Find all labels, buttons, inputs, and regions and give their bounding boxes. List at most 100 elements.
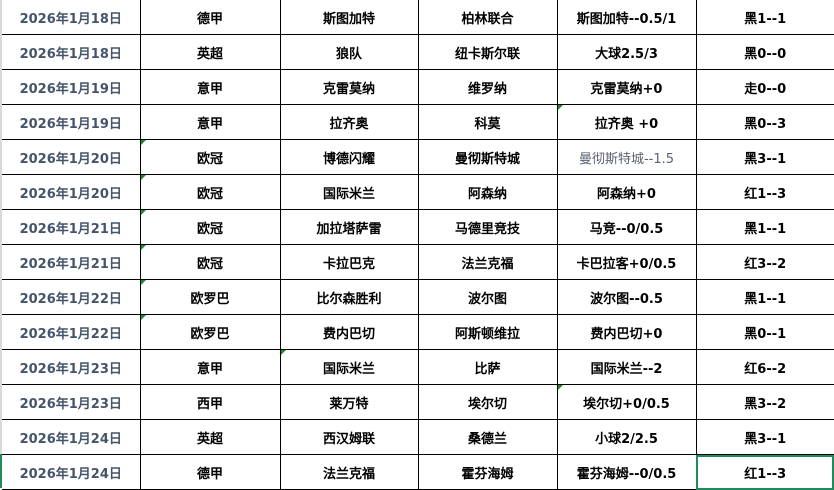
handicap-text: 波尔图--0.5: [590, 291, 663, 307]
cell-away[interactable]: 埃尔切: [417, 384, 558, 420]
cell-home[interactable]: 卡拉巴克: [279, 244, 419, 280]
cell-handicap[interactable]: 马竞--0/0.5: [556, 209, 697, 245]
cell-handicap[interactable]: 拉齐奥 +0: [556, 104, 697, 140]
cell-league[interactable]: 德甲: [139, 454, 281, 490]
cell-handicap[interactable]: 波尔图--0.5: [556, 279, 697, 315]
cell-home[interactable]: 莱万特: [279, 384, 419, 420]
cell-handicap[interactable]: 国际米兰--2: [556, 349, 697, 385]
cell-home[interactable]: 克雷莫纳: [279, 69, 419, 105]
handicap-text: 国际米兰--2: [590, 361, 663, 377]
cell-result[interactable]: 黑0--3: [695, 104, 834, 140]
table-row: 2026年1月22日 欧罗巴 费内巴切 阿斯顿维拉 费内巴切+0 黑0--1: [2, 314, 834, 350]
cell-league[interactable]: 德甲: [139, 0, 281, 35]
cell-away[interactable]: 桑德兰: [417, 419, 558, 455]
result-text: 红1--3: [744, 466, 787, 482]
cell-handicap[interactable]: 曼彻斯特城--1.5: [556, 139, 697, 175]
result-text: 黑0--1: [744, 326, 787, 342]
cell-away[interactable]: 柏林联合: [417, 0, 558, 35]
cell-home[interactable]: 狼队: [279, 34, 419, 70]
home-text: 比尔森胜利: [316, 291, 382, 307]
cell-league[interactable]: 意甲: [139, 104, 281, 140]
cell-date[interactable]: 2026年1月19日: [2, 104, 141, 140]
cell-result[interactable]: 走0--0: [695, 69, 834, 105]
cell-handicap[interactable]: 埃尔切+0/0.5: [556, 384, 697, 420]
cell-date[interactable]: 2026年1月21日: [2, 209, 141, 245]
cell-result[interactable]: 黑1--1: [695, 279, 834, 315]
cell-league[interactable]: 意甲: [139, 349, 281, 385]
cell-result[interactable]: 黑0--0: [695, 34, 834, 70]
cell-handicap[interactable]: 斯图加特--0.5/1: [556, 0, 697, 35]
cell-home[interactable]: 法兰克福: [279, 454, 419, 490]
league-text: 英超: [196, 431, 223, 447]
cell-date[interactable]: 2026年1月18日: [2, 34, 141, 70]
cell-league[interactable]: 欧冠: [139, 244, 281, 280]
cell-result[interactable]: 红1--3: [695, 454, 834, 490]
cell-away[interactable]: 霍芬海姆: [417, 454, 558, 490]
cell-date[interactable]: 2026年1月23日: [2, 349, 141, 385]
cell-league[interactable]: 欧冠: [139, 209, 281, 245]
cell-date[interactable]: 2026年1月20日: [2, 139, 141, 175]
cell-date[interactable]: 2026年1月21日: [2, 244, 141, 280]
cell-result[interactable]: 红1--3: [695, 174, 834, 210]
cell-league[interactable]: 英超: [139, 34, 281, 70]
cell-date[interactable]: 2026年1月20日: [2, 174, 141, 210]
table-row: 2026年1月20日 欧冠 博德闪耀 曼彻斯特城 曼彻斯特城--1.5 黑3--1: [2, 139, 834, 175]
cell-away[interactable]: 马德里竞技: [417, 209, 558, 245]
date-text: 2026年1月23日: [19, 361, 122, 377]
cell-away[interactable]: 波尔图: [417, 279, 558, 315]
cell-home[interactable]: 加拉塔萨雷: [279, 209, 419, 245]
cell-away[interactable]: 阿斯顿维拉: [417, 314, 558, 350]
cell-date[interactable]: 2026年1月19日: [2, 69, 141, 105]
cell-league[interactable]: 欧冠: [139, 139, 281, 175]
cell-result[interactable]: 黑3--2: [695, 384, 834, 420]
away-text: 法兰克福: [461, 256, 514, 272]
cell-date[interactable]: 2026年1月18日: [2, 0, 141, 35]
cell-date[interactable]: 2026年1月22日: [2, 314, 141, 350]
cell-result[interactable]: 黑3--1: [695, 419, 834, 455]
cell-handicap[interactable]: 小球2/2.5: [556, 419, 697, 455]
cell-result[interactable]: 黑1--1: [695, 209, 834, 245]
cell-home[interactable]: 国际米兰: [279, 349, 419, 385]
cell-away[interactable]: 法兰克福: [417, 244, 558, 280]
table-row: 2026年1月24日 德甲 法兰克福 霍芬海姆 霍芬海姆--0/0.5 红1--3: [2, 454, 834, 490]
cell-away[interactable]: 纽卡斯尔联: [417, 34, 558, 70]
cell-date[interactable]: 2026年1月22日: [2, 279, 141, 315]
cell-league[interactable]: 欧罗巴: [139, 279, 281, 315]
table-row: 2026年1月23日 意甲 国际米兰 比萨 国际米兰--2 红6--2: [2, 349, 834, 385]
cell-handicap[interactable]: 克雷莫纳+0: [556, 69, 697, 105]
result-text: 黑1--1: [744, 221, 787, 237]
cell-away[interactable]: 曼彻斯特城: [417, 139, 558, 175]
cell-home[interactable]: 拉齐奥: [279, 104, 419, 140]
cell-date[interactable]: 2026年1月24日: [2, 419, 141, 455]
league-text: 欧罗巴: [190, 291, 230, 307]
cell-league[interactable]: 欧冠: [139, 174, 281, 210]
cell-date[interactable]: 2026年1月24日: [2, 454, 141, 490]
cell-result[interactable]: 黑1--1: [695, 0, 834, 35]
cell-result[interactable]: 黑0--1: [695, 314, 834, 350]
cell-home[interactable]: 国际米兰: [279, 174, 419, 210]
cell-home[interactable]: 博德闪耀: [279, 139, 419, 175]
cell-home[interactable]: 费内巴切: [279, 314, 419, 350]
cell-away[interactable]: 比萨: [417, 349, 558, 385]
cell-result[interactable]: 红3--2: [695, 244, 834, 280]
cell-away[interactable]: 维罗纳: [417, 69, 558, 105]
cell-league[interactable]: 西甲: [139, 384, 281, 420]
cell-away[interactable]: 阿森纳: [417, 174, 558, 210]
cell-league[interactable]: 意甲: [139, 69, 281, 105]
cell-home[interactable]: 斯图加特: [279, 0, 419, 35]
cell-handicap[interactable]: 霍芬海姆--0/0.5: [556, 454, 697, 490]
cell-home[interactable]: 西汉姆联: [279, 419, 419, 455]
cell-handicap[interactable]: 大球2.5/3: [556, 34, 697, 70]
cell-home[interactable]: 比尔森胜利: [279, 279, 419, 315]
cell-handicap[interactable]: 费内巴切+0: [556, 314, 697, 350]
cell-away[interactable]: 科莫: [417, 104, 558, 140]
cell-result[interactable]: 红6--2: [695, 349, 834, 385]
away-text: 阿森纳: [467, 186, 507, 202]
cell-result[interactable]: 黑3--1: [695, 139, 834, 175]
cell-date[interactable]: 2026年1月23日: [2, 384, 141, 420]
home-text: 西汉姆联: [322, 431, 375, 447]
cell-league[interactable]: 欧罗巴: [139, 314, 281, 350]
cell-handicap[interactable]: 卡巴拉客+0/0.5: [556, 244, 697, 280]
cell-league[interactable]: 英超: [139, 419, 281, 455]
cell-handicap[interactable]: 阿森纳+0: [556, 174, 697, 210]
